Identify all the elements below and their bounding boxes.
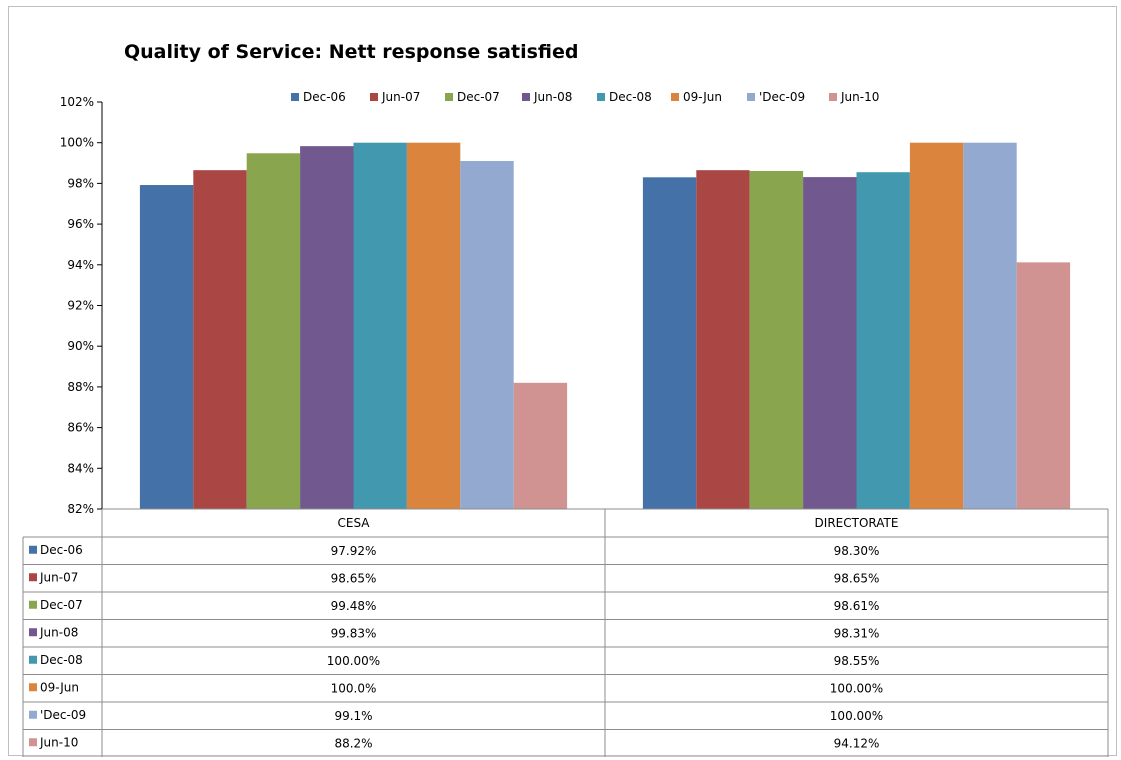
chart-svg: Quality of Service: Nett response satisf… (9, 7, 1118, 757)
legend-swatch (291, 93, 299, 101)
data-label: 100.0% (331, 681, 377, 695)
category-label: DIRECTORATE (815, 516, 899, 530)
y-tick-label: 98% (67, 176, 94, 190)
y-tick-label: 84% (67, 461, 94, 475)
y-tick-label: 86% (67, 421, 94, 435)
table-legend-swatch (29, 683, 37, 691)
bar (354, 143, 407, 509)
chart-frame: Quality of Service: Nett response satisf… (8, 6, 1117, 756)
bar (750, 171, 803, 509)
legend-label: Dec-08 (609, 90, 652, 104)
table-row-label: Dec-08 (40, 653, 83, 667)
table-row-label: 09-Jun (40, 680, 79, 694)
data-table: CESA DIRECTORATE Dec-06 97.92% 98.30% Jun-07 9… (23, 509, 1108, 757)
data-label: 100.00% (830, 709, 883, 723)
bar (407, 143, 460, 509)
bar (460, 161, 513, 509)
table-row-label: 'Dec-09 (40, 708, 86, 722)
bar (963, 143, 1016, 509)
data-label: 94.12% (834, 736, 880, 750)
y-tick-label: 102% (60, 95, 94, 109)
data-label: 98.55% (834, 654, 880, 668)
data-label: 98.30% (834, 544, 880, 558)
table-row-label: Dec-06 (40, 543, 83, 557)
table-legend-swatch (29, 546, 37, 554)
legend-label: 09-Jun (683, 90, 722, 104)
data-label: 98.65% (331, 571, 377, 585)
legend-swatch (445, 93, 453, 101)
data-label: 100.00% (830, 681, 883, 695)
table-row-label: Jun-07 (39, 570, 78, 584)
legend-swatch (671, 93, 679, 101)
y-tick-label: 100% (60, 136, 94, 150)
y-tick-label: 96% (67, 217, 94, 231)
table-legend-swatch (29, 738, 37, 746)
bar (247, 153, 300, 509)
bar (803, 177, 856, 509)
data-label: 99.1% (334, 709, 372, 723)
chart-title: Quality of Service: Nett response satisf… (124, 41, 578, 63)
table-row-label: Dec-07 (40, 598, 83, 612)
bar (140, 185, 193, 509)
legend-swatch (747, 93, 755, 101)
table-row-label: Jun-10 (39, 735, 78, 749)
bar (193, 170, 246, 509)
y-tick-label: 88% (67, 380, 94, 394)
legend-label: Dec-07 (457, 90, 500, 104)
y-axis: 82% 84% 86% 88% 90% 92% 94% 96% 98% 100% 102% (60, 95, 102, 516)
data-label: 99.48% (331, 599, 377, 613)
bar (910, 143, 963, 509)
y-tick-label: 92% (67, 299, 94, 313)
data-label: 98.61% (834, 599, 880, 613)
legend-label: 'Dec-09 (759, 90, 805, 104)
data-label: 97.92% (331, 544, 377, 558)
bar (857, 172, 910, 509)
bars (140, 143, 1070, 509)
legend-label: Jun-10 (840, 90, 879, 104)
legend: Dec-06 Jun-07 Dec-07 Jun-08 Dec-08 09-Jun 'Dec… (291, 90, 879, 104)
bar (300, 146, 353, 509)
bar (643, 177, 696, 509)
legend-swatch (597, 93, 605, 101)
legend-swatch (370, 93, 378, 101)
legend-swatch (522, 93, 530, 101)
data-label: 98.65% (834, 571, 880, 585)
data-label: 100.00% (327, 654, 380, 668)
bar (1017, 262, 1070, 509)
table-legend-swatch (29, 628, 37, 636)
legend-label: Jun-08 (533, 90, 572, 104)
table-row-label: Jun-08 (39, 625, 78, 639)
y-tick-label: 90% (67, 339, 94, 353)
data-label: 98.31% (834, 626, 880, 640)
table-legend-swatch (29, 601, 37, 609)
y-tick-label: 94% (67, 258, 94, 272)
bar (696, 170, 749, 509)
legend-label: Dec-06 (303, 90, 346, 104)
legend-swatch (829, 93, 837, 101)
table-legend-swatch (29, 711, 37, 719)
table-legend-swatch (29, 656, 37, 664)
legend-label: Jun-07 (381, 90, 420, 104)
table-legend-swatch (29, 573, 37, 581)
y-tick-label: 82% (67, 502, 94, 516)
bar (514, 383, 567, 509)
data-label: 99.83% (331, 626, 377, 640)
data-label: 88.2% (334, 736, 372, 750)
category-label: CESA (337, 516, 370, 530)
